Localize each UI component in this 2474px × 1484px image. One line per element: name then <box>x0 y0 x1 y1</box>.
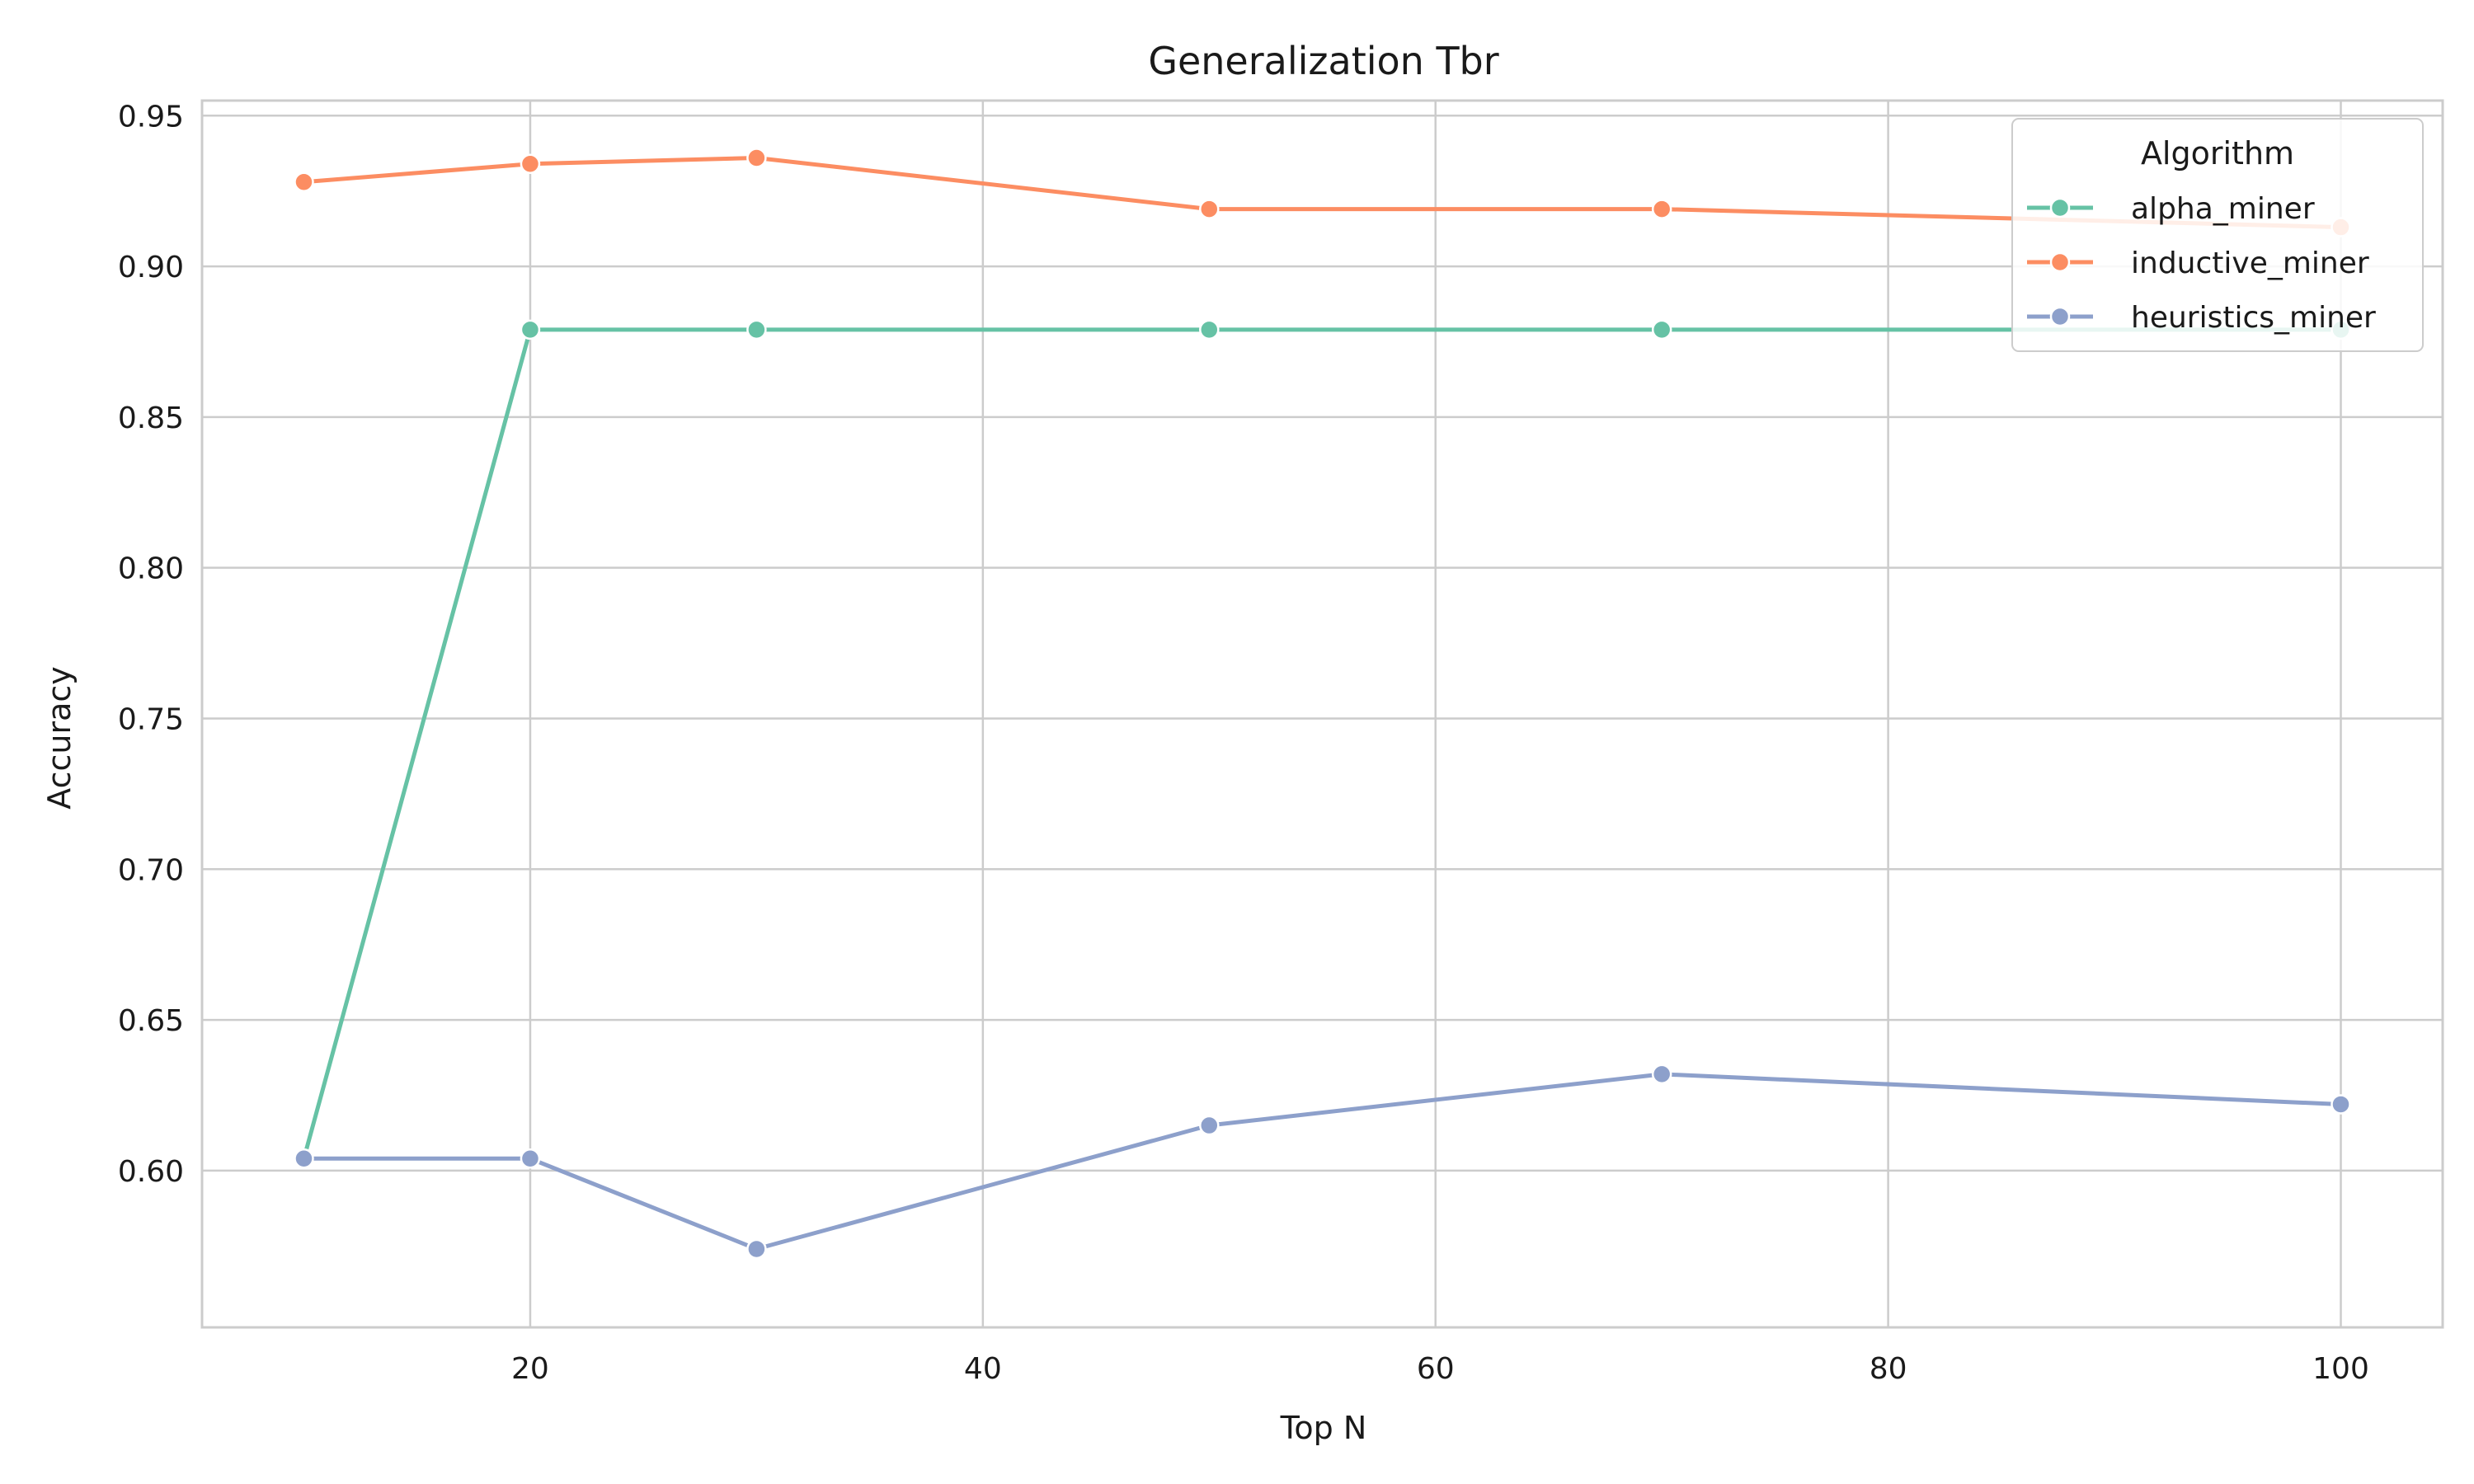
data-point <box>1651 199 1672 219</box>
data-point <box>746 148 767 168</box>
series-line <box>302 156 2343 230</box>
legend-title: Algorithm <box>2141 135 2294 171</box>
legend-entry: alpha_miner <box>2027 192 2315 226</box>
legend-entry: inductive_miner <box>2027 247 2369 280</box>
chart-title: Generalization Tbr <box>1148 39 1498 83</box>
data-point <box>294 1148 314 1169</box>
legend-items: alpha_miner inductive_miner heuristics_min… <box>2027 192 2376 335</box>
data-point <box>1651 1064 1672 1085</box>
y-tick-label: 0.75 <box>118 702 184 736</box>
x-tick-label: 80 <box>1870 1352 1907 1386</box>
y-tick-label: 0.80 <box>118 552 184 586</box>
y-tick-label: 0.85 <box>118 402 184 435</box>
data-point <box>746 1238 767 1260</box>
data-point <box>1651 319 1672 340</box>
y-tick-label: 0.70 <box>118 853 184 887</box>
series-line <box>302 327 2343 1161</box>
tick-labels: 20 40 60 80 100 0.60 0.65 0.70 0.75 0.80 0.85 0.90 0… <box>118 100 2369 1386</box>
legend-label: alpha_miner <box>2131 192 2315 226</box>
series-heuristics-miner <box>294 1064 2351 1260</box>
x-axis-label: Top N <box>1280 1410 1367 1446</box>
series-line <box>302 1072 2343 1252</box>
legend-marker <box>2049 306 2071 327</box>
plot-frame <box>200 99 2444 1329</box>
legend-entry: heuristics_miner <box>2027 301 2376 335</box>
data-point <box>1199 1115 1220 1136</box>
x-tick-label: 40 <box>964 1352 1002 1386</box>
data-point <box>1199 199 1220 219</box>
y-tick-label: 0.60 <box>118 1155 184 1189</box>
y-tick-label: 0.95 <box>118 100 184 134</box>
data-point <box>746 319 767 340</box>
legend-label: heuristics_miner <box>2131 301 2376 335</box>
data-point <box>1199 319 1220 340</box>
y-tick-label: 0.65 <box>118 1004 184 1038</box>
data-point <box>520 1148 541 1169</box>
x-tick-label: 20 <box>511 1352 549 1386</box>
x-tick-label: 60 <box>1417 1352 1455 1386</box>
legend-box <box>2011 118 2424 352</box>
data-point <box>520 153 541 175</box>
grid <box>202 101 2443 1327</box>
legend-marker <box>2049 197 2071 218</box>
data-point <box>294 171 314 192</box>
legend-marker <box>2049 251 2071 273</box>
legend: Algorithm alpha_miner inductive_minerheur… <box>2011 118 2424 352</box>
data-point <box>2331 1094 2351 1115</box>
data-point <box>520 319 541 340</box>
legend-label: inductive_miner <box>2131 247 2369 280</box>
y-axis-label: Accuracy <box>41 666 78 810</box>
y-tick-label: 0.90 <box>118 251 184 284</box>
x-tick-label: 100 <box>2312 1352 2369 1386</box>
